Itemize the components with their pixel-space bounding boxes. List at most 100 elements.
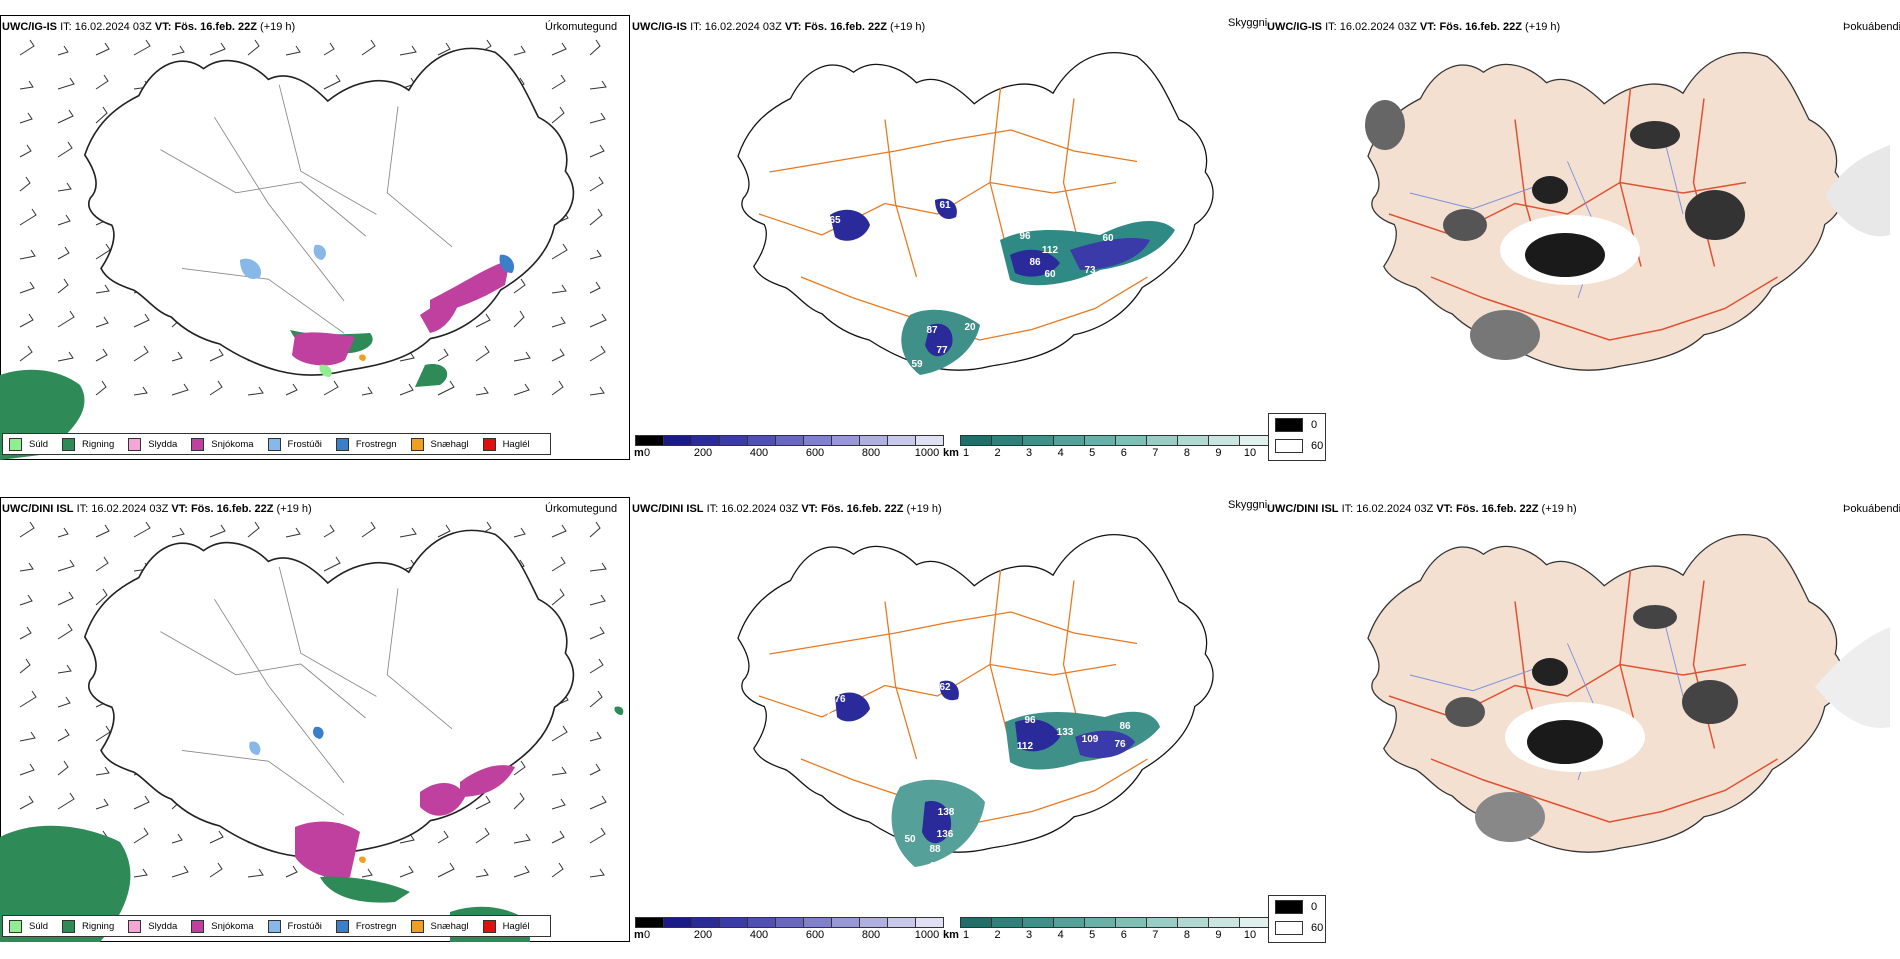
- legend-item: Haglél: [482, 437, 530, 451]
- visibility-labels: 76 71 62 96 133 112 109 86 76 138 136 88 103 50: [824, 682, 1131, 872]
- wind-barb: [285, 865, 298, 878]
- wind-barb: [171, 833, 183, 844]
- wind-barb: [209, 830, 224, 844]
- fog-legend-swatch: [1275, 921, 1303, 935]
- visibility-value-label: 133: [1057, 727, 1074, 738]
- colorbar-tick-label: 1000: [914, 929, 940, 941]
- low-ceiling-area: [830, 209, 870, 241]
- wind-barb: [95, 243, 111, 260]
- freezing-rain-area: [312, 726, 324, 739]
- wind-barb: [133, 827, 149, 844]
- colorbar-segment: [1116, 917, 1147, 928]
- fog-legend: 0 60: [1268, 413, 1326, 461]
- rain-area: [614, 706, 624, 715]
- wind-barb: [171, 527, 185, 538]
- legend-label: Súld: [29, 438, 49, 450]
- colorbar-segment: [888, 917, 916, 928]
- wind-barb: [57, 527, 69, 538]
- legend-label: Haglél: [502, 438, 530, 450]
- colorbar-segment: [916, 917, 944, 928]
- colorbar-tick-label: 4: [1057, 929, 1064, 941]
- wind-barb: [209, 348, 224, 362]
- ceiling-unit: m: [634, 929, 644, 941]
- forecast-header: UWC/IG-IS IT: 16.02.2024 03Z VT: Fös. 16…: [2, 21, 296, 33]
- colorbar-tick-label: 0: [643, 929, 651, 941]
- wind-barb: [399, 865, 414, 878]
- wind-barb: [551, 380, 564, 396]
- colorbar-segment: [960, 917, 992, 928]
- fog-legend-label: 60: [1311, 440, 1324, 452]
- colorbar-tick-label: 6: [1120, 929, 1127, 941]
- visibility-value-label: 60: [1044, 269, 1056, 280]
- wind-barb: [19, 795, 34, 810]
- wind-barb: [475, 386, 489, 396]
- visibility-value-label: 86: [1029, 257, 1041, 268]
- wind-barb: [551, 74, 566, 90]
- wind-barb: [589, 176, 604, 192]
- wind-barb: [57, 792, 75, 810]
- visibility-value-label: 96: [1024, 715, 1036, 726]
- legend-swatch: [62, 919, 76, 933]
- wind-barb: [57, 310, 75, 328]
- wind-barb: [589, 208, 603, 226]
- wind-barb: [475, 345, 490, 362]
- colorbar-segment: [1054, 435, 1085, 446]
- visibility-value-label: 61: [939, 200, 951, 211]
- colorbar-segment: [1054, 917, 1085, 928]
- snow-area: [420, 782, 465, 816]
- colorbar-segment: [916, 435, 944, 446]
- wind-barb: [513, 310, 525, 328]
- wind-barb: [513, 527, 526, 538]
- wind-barb: [171, 383, 189, 396]
- visibility-value-label: 76: [834, 694, 846, 705]
- colorbar-tick-label: 7: [1152, 929, 1159, 941]
- colorbar-segment: [692, 917, 720, 928]
- wind-barb: [57, 351, 74, 362]
- wind-barb: [247, 39, 260, 56]
- low-ceiling-area: [922, 801, 952, 844]
- precip-type-panel: UWC/DINI ISL IT: 16.02.2024 03Z VT: Fös.…: [0, 497, 630, 959]
- visibility-value-label: 77: [936, 345, 948, 356]
- colorbar-segment: [720, 435, 748, 446]
- legend-label: Slydda: [148, 920, 178, 932]
- drizzle-area: [319, 364, 332, 377]
- wind-barb: [437, 42, 451, 56]
- fog-area: [1470, 310, 1540, 360]
- wind-barb: [399, 527, 417, 538]
- fog-panel: UWC/IG-IS IT: 16.02.2024 03Z VT: Fös. 16…: [1265, 15, 1900, 477]
- colorbar-tick-label: 3: [1026, 929, 1033, 941]
- ceiling-colorbar: [635, 435, 944, 446]
- legend-swatch: [9, 437, 22, 451]
- wind-barb: [285, 45, 301, 56]
- wind-barb: [551, 106, 565, 124]
- colorbar-tick-label: 7: [1152, 447, 1159, 459]
- colorbar-tick-label: 10: [1243, 447, 1257, 459]
- visibility-value-label: 136: [937, 829, 954, 840]
- legend-swatch: [267, 437, 281, 451]
- map-frame: [0, 15, 630, 460]
- legend-swatch: [335, 919, 349, 933]
- wind-barb: [589, 827, 606, 844]
- legend-swatch: [482, 919, 496, 933]
- colorbar-segment: [1209, 917, 1240, 928]
- colorbar-segment: [860, 435, 888, 446]
- legend-item: Súld: [9, 437, 49, 451]
- fog-offshore-area: [1815, 627, 1890, 728]
- wind-barb: [19, 112, 33, 124]
- wind-barb: [475, 827, 490, 844]
- visibility-value-label: 20: [964, 322, 976, 333]
- colorbar-tick-label: 400: [749, 929, 769, 941]
- colorbar-segment: [1023, 435, 1054, 446]
- wind-barb: [95, 725, 111, 742]
- wind-barb: [133, 345, 149, 362]
- wind-barb: [589, 39, 601, 56]
- colorbar-tick-label: 3: [1026, 447, 1033, 459]
- freezing-drizzle-area: [313, 244, 326, 260]
- wind-barb: [209, 862, 223, 878]
- snow-pellets-area: [359, 354, 366, 361]
- colorbar-segment: [860, 917, 888, 928]
- wind-barb: [589, 731, 602, 742]
- wind-barb: [57, 246, 70, 260]
- wind-barb: [437, 524, 451, 538]
